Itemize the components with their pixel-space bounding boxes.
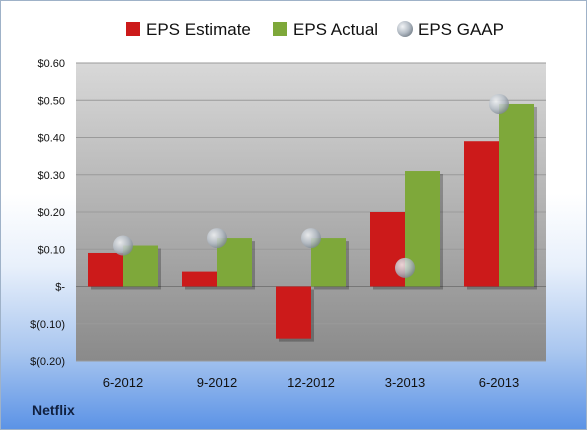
y-tick-label: $0.50 <box>37 95 65 107</box>
legend-label: EPS Actual <box>293 20 378 39</box>
bar-eps-estimate <box>182 271 217 287</box>
marker-eps-gaap <box>489 93 509 114</box>
legend-swatch-eps-estimate <box>126 22 140 36</box>
bar-eps-estimate <box>464 141 499 287</box>
marker-eps-gaap <box>395 257 415 278</box>
y-tick-label: $0.60 <box>37 58 65 70</box>
x-category-label: 3-2013 <box>385 375 425 390</box>
bars <box>88 103 537 342</box>
x-category-label: 6-2013 <box>479 375 519 390</box>
legend-swatch-eps-actual <box>273 22 287 36</box>
legend-swatch-eps-gaap <box>397 21 413 37</box>
y-tick-label: $0.30 <box>37 170 65 182</box>
y-tick-label: $(0.20) <box>30 356 65 368</box>
company-label: Netflix <box>32 402 75 418</box>
legend-label: EPS GAAP <box>418 20 504 39</box>
y-axis-ticks: $0.60 $0.50 $0.40 $0.30 $0.20 $0.10 $- $(0.10) $… <box>30 58 65 368</box>
marker-eps-gaap <box>113 235 133 256</box>
x-category-label: 9-2012 <box>197 375 237 390</box>
marker-eps-gaap <box>207 228 227 249</box>
x-category-label: 12-2012 <box>287 375 335 390</box>
bar-eps-estimate <box>88 252 123 287</box>
bar-eps-actual <box>499 103 534 287</box>
bar-eps-estimate <box>276 286 311 339</box>
y-tick-label: $(0.10) <box>30 319 65 331</box>
y-tick-label: $- <box>55 282 65 294</box>
y-tick-label: $0.10 <box>37 244 65 256</box>
legend: EPS Estimate EPS Actual EPS GAAP <box>126 20 504 39</box>
y-tick-label: $0.40 <box>37 133 65 145</box>
x-category-label: 6-2012 <box>103 375 143 390</box>
y-tick-label: $0.20 <box>37 207 65 219</box>
legend-label: EPS Estimate <box>146 20 251 39</box>
marker-eps-gaap <box>301 228 321 249</box>
x-axis-ticks: 6-2012 9-2012 12-2012 3-2013 6-2013 <box>103 375 519 390</box>
gaap-markers <box>113 93 509 278</box>
